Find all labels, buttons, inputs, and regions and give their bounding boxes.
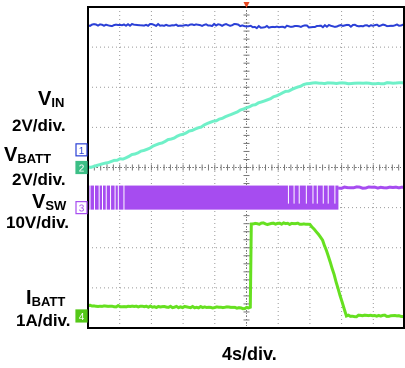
ch2-ground-marker-id: 2 [79,164,85,175]
ch4-scale-label: 1A/div. [16,311,71,330]
ch4-symbol-main: I [26,287,32,309]
ch3-scale-label: 10V/div. [6,213,69,232]
ch1-ground-marker-id: 1 [79,146,85,157]
ch3-ground-marker: 3 [75,201,88,215]
ch2-ground-marker: 2 [75,160,88,175]
ch1-symbol: VIN [38,89,64,113]
trigger-marker [243,2,250,8]
ch3-vsw-trace-after [338,185,405,190]
ch4-symbol-sub: BATT [31,294,66,309]
ch1-vin-trace [87,22,405,30]
ch1-symbol-sub: IN [51,95,65,110]
ch4-ground-marker-box [75,309,88,323]
ch3-ground-marker-id: 3 [79,204,85,215]
ch1-ground-marker: 1 [75,143,88,157]
ch2-symbol-main: V [4,144,18,166]
ch1-scale-label: 2V/div. [12,116,66,135]
ch2-symbol-sub: BATT [17,151,52,166]
ch2-scale-label: 2V/div. [12,170,66,189]
ch4-symbol: IBATT [26,288,65,312]
ch2-vbatt-trace [87,81,405,169]
ch3-symbol-main: V [32,191,46,213]
ch3-symbol: VSW [32,192,66,216]
ch1-ground-marker-box [75,143,88,157]
ch2-symbol: VBATT [4,145,51,169]
x-scale-label: 4s/div. [222,344,277,364]
ch4-ground-marker: 4 [75,309,88,323]
ch2-ground-marker-box [75,160,88,175]
ch3-symbol-sub: SW [45,198,67,213]
ch4-ground-marker-id: 4 [79,312,85,323]
ch3-ground-marker-box [75,201,88,215]
ch1-symbol-main: V [38,88,52,110]
ch4-ibatt-trace [87,221,405,319]
ch3-vsw-burst [88,185,339,210]
